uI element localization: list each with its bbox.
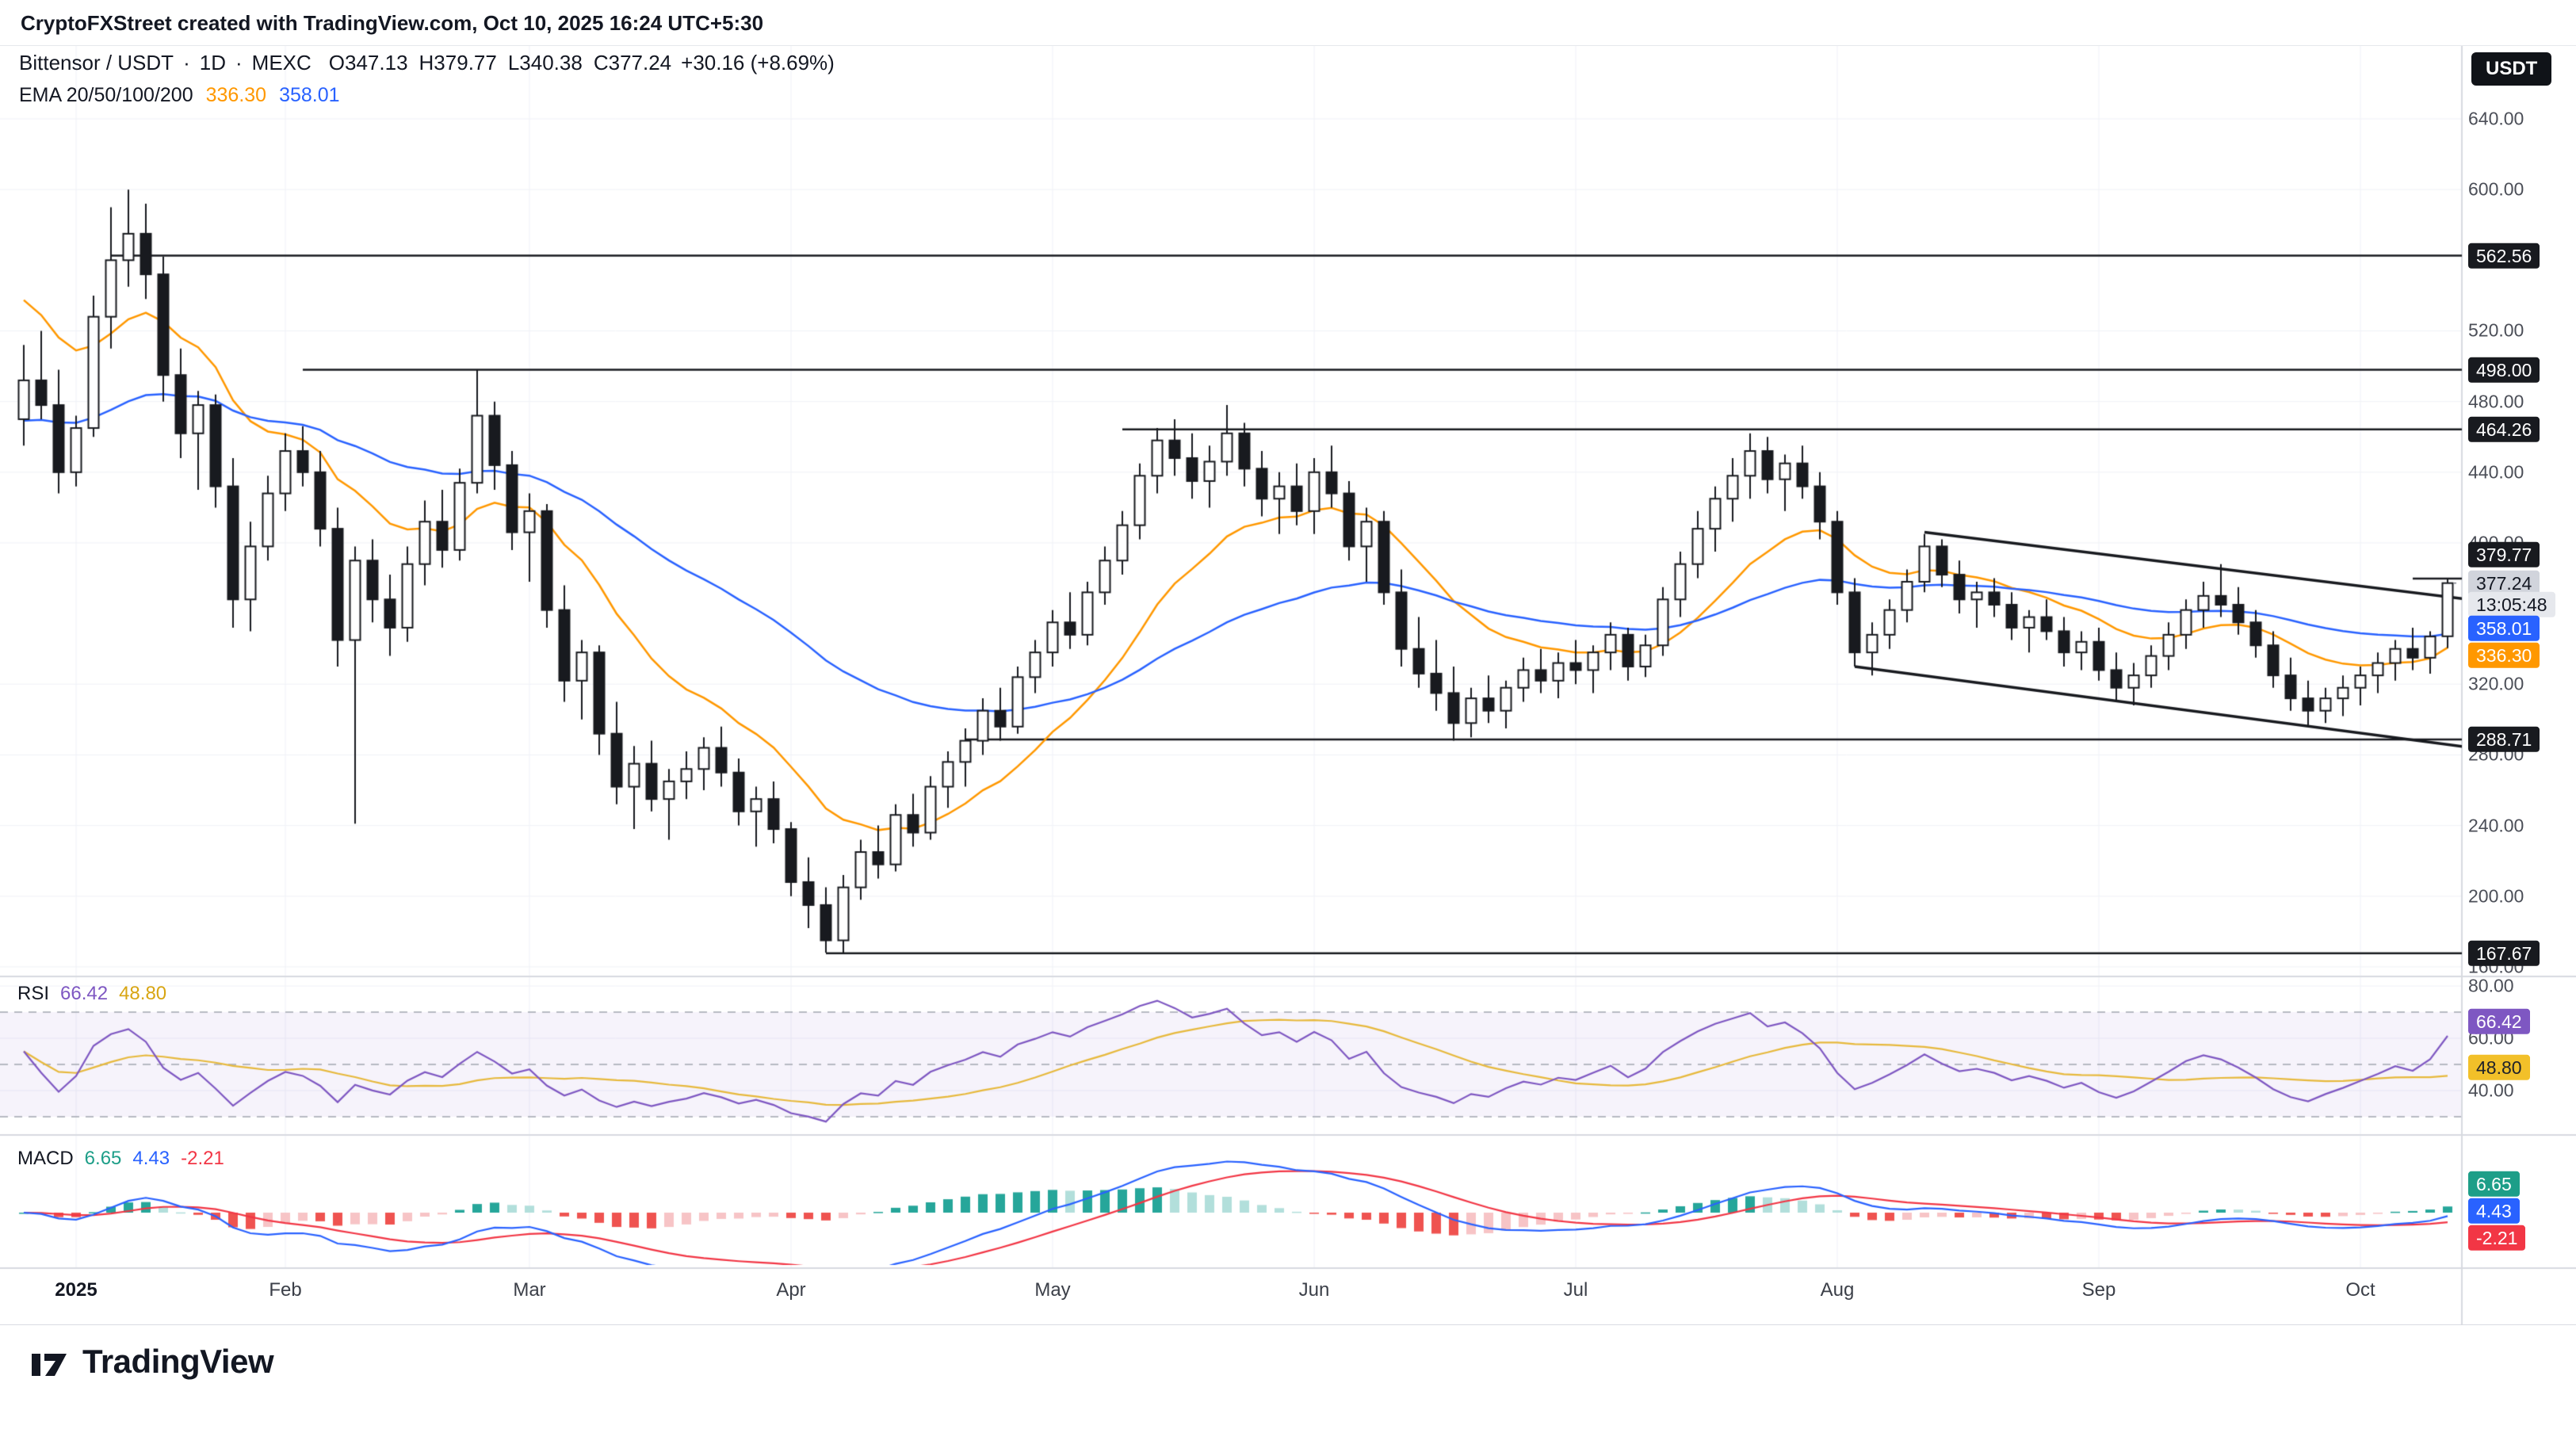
symbol-name[interactable]: Bittensor / USDT bbox=[19, 51, 174, 75]
ohlc-values: O347.13 H379.77 L340.38 C377.24 bbox=[329, 51, 671, 75]
symbol-legend: Bittensor / USDT · 1D · MEXC O347.13 H37… bbox=[19, 51, 835, 75]
footer: TradingView bbox=[0, 1325, 2576, 1452]
macd-line-value: 4.43 bbox=[132, 1148, 170, 1169]
header-text: CryptoFXStreet created with TradingView.… bbox=[21, 11, 764, 35]
rsi-indicator-label[interactable]: RSI bbox=[17, 983, 50, 1004]
ema-legend: EMA 20/50/100/200 336.30 358.01 bbox=[19, 84, 340, 107]
interval-value[interactable]: 1D bbox=[199, 51, 226, 75]
tradingview-brand-text: TradingView bbox=[82, 1343, 274, 1380]
rsi-signal-value: 48.80 bbox=[119, 983, 167, 1004]
open-value: O347.13 bbox=[328, 51, 408, 75]
macd-indicator-label[interactable]: MACD bbox=[17, 1148, 74, 1169]
exchange-name: MEXC bbox=[251, 51, 311, 75]
macd-signal-value: -2.21 bbox=[181, 1148, 224, 1169]
change-value: +30.16 (+8.69%) bbox=[681, 51, 835, 75]
currency-toggle-button[interactable]: USDT bbox=[2471, 52, 2552, 86]
macd-panel-header: MACD 6.65 4.43 -2.21 bbox=[17, 1148, 224, 1170]
high-value: H379.77 bbox=[419, 51, 497, 75]
ema-indicator-label[interactable]: EMA 20/50/100/200 bbox=[19, 84, 193, 106]
close-value: C377.24 bbox=[593, 51, 672, 75]
legend-separator: · bbox=[183, 51, 190, 75]
legend-separator: · bbox=[235, 51, 243, 75]
ema-slow-value: 358.01 bbox=[279, 84, 340, 106]
macd-hist-value: 6.65 bbox=[84, 1148, 122, 1169]
page-header: CryptoFXStreet created with TradingView.… bbox=[0, 0, 2576, 46]
tradingview-brand-link[interactable]: TradingView bbox=[29, 1343, 274, 1381]
rsi-main-value: 66.42 bbox=[60, 983, 109, 1004]
low-value: L340.38 bbox=[507, 51, 583, 75]
ema-fast-value: 336.30 bbox=[205, 84, 267, 106]
rsi-panel-header: RSI 66.42 48.80 bbox=[17, 983, 166, 1005]
tradingview-logo-icon bbox=[29, 1344, 70, 1379]
